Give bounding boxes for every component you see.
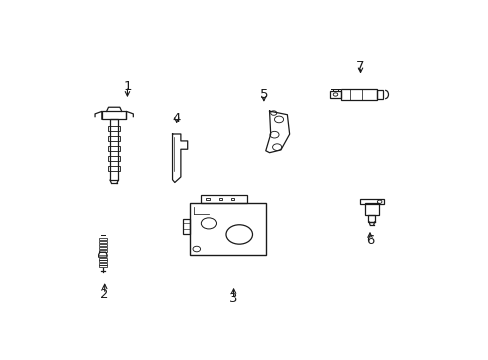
Bar xyxy=(99,258,106,260)
Text: 7: 7 xyxy=(356,60,364,73)
Text: 2: 2 xyxy=(100,288,109,301)
Bar xyxy=(108,136,120,141)
Bar xyxy=(102,111,126,119)
Bar xyxy=(368,215,374,222)
Bar xyxy=(99,238,106,240)
Bar xyxy=(110,119,118,180)
Bar xyxy=(99,247,106,249)
Text: 3: 3 xyxy=(229,292,237,305)
Bar xyxy=(99,241,106,243)
Bar xyxy=(99,263,106,265)
Bar xyxy=(108,146,120,151)
Text: 4: 4 xyxy=(172,112,181,125)
Bar xyxy=(340,89,376,100)
Bar xyxy=(218,198,222,201)
Bar xyxy=(108,156,120,161)
Bar xyxy=(230,198,234,201)
Text: 1: 1 xyxy=(123,80,131,93)
Bar xyxy=(206,198,209,201)
Bar xyxy=(376,90,383,99)
Text: 6: 6 xyxy=(365,234,373,247)
Bar xyxy=(201,195,246,203)
Bar xyxy=(183,219,189,234)
Bar xyxy=(108,166,120,171)
Bar xyxy=(99,260,106,262)
Text: 5: 5 xyxy=(259,88,267,101)
Bar xyxy=(99,265,106,267)
Bar xyxy=(99,244,106,246)
Bar xyxy=(189,203,265,255)
Bar xyxy=(359,199,384,204)
Bar xyxy=(99,250,106,252)
Bar xyxy=(364,203,378,215)
Bar xyxy=(329,91,340,98)
Bar xyxy=(108,126,120,131)
